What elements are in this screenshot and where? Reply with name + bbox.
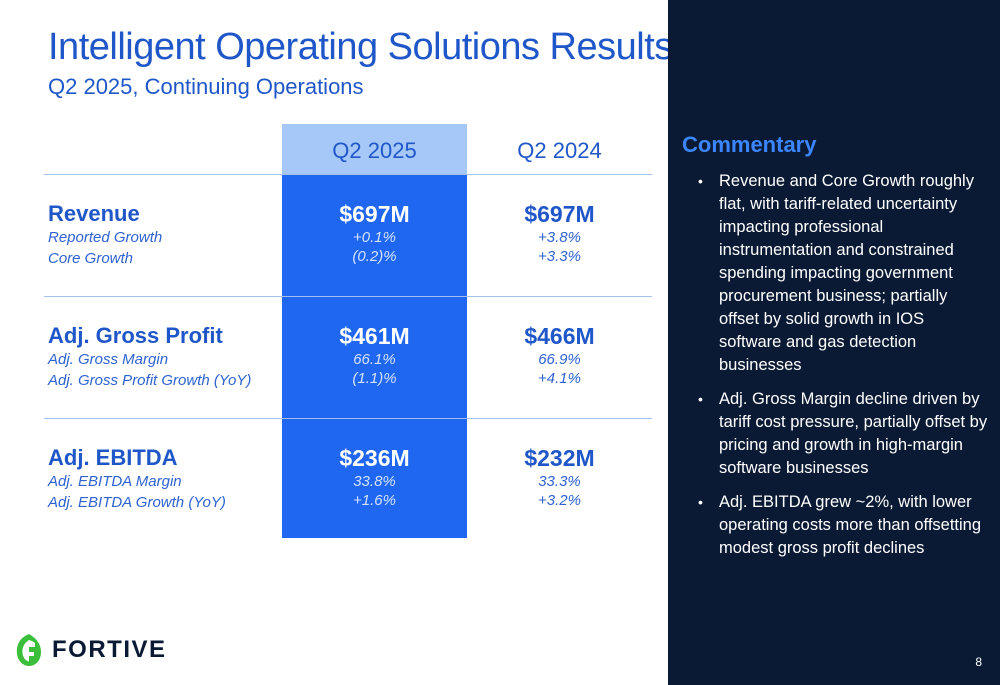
metric-subvalue: (1.1)% bbox=[352, 370, 397, 387]
cell-q2-2024: $232M 33.3% +3.2% bbox=[467, 445, 652, 510]
q2-2025-header-highlight bbox=[282, 124, 467, 174]
metric-subvalue: 33.3% bbox=[538, 473, 581, 490]
row-label: Adj. Gross Profit Adj. Gross Margin Adj.… bbox=[48, 323, 251, 391]
table-row-revenue: Revenue Reported Growth Core Growth $697… bbox=[0, 175, 652, 297]
table-row-adj-ebitda: Adj. EBITDA Adj. EBITDA Margin Adj. EBIT… bbox=[0, 419, 652, 541]
logo-wordmark: FORTIVE bbox=[52, 636, 167, 663]
metric-subvalue: +1.6% bbox=[353, 492, 396, 509]
bullet-icon: • bbox=[698, 391, 703, 407]
table-row-adj-gross-profit: Adj. Gross Profit Adj. Gross Margin Adj.… bbox=[0, 297, 652, 419]
commentary-title: Commentary bbox=[682, 132, 817, 157]
q2-2025-column-highlight bbox=[282, 124, 467, 538]
metric-sublabel: Adj. EBITDA Margin bbox=[48, 473, 182, 490]
column-header-q2-2024: Q2 2024 bbox=[517, 138, 602, 163]
commentary-list: • Revenue and Core Growth roughly flat, w… bbox=[698, 170, 988, 571]
cell-q2-2025: $697M +0.1% (0.2)% bbox=[282, 201, 467, 266]
metric-value: $466M bbox=[524, 323, 595, 349]
bullet-icon: • bbox=[698, 494, 703, 510]
page-title: Intelligent Operating Solutions Results bbox=[48, 26, 673, 68]
cell-q2-2024: $466M 66.9% +4.1% bbox=[467, 323, 652, 388]
bullet-text: Revenue and Core Growth roughly flat, wi… bbox=[719, 172, 974, 374]
commentary-panel: Commentary • Revenue and Core Growth roug… bbox=[668, 0, 1000, 685]
metric-sublabel: Adj. EBITDA Growth (YoY) bbox=[48, 494, 226, 511]
list-item: • Revenue and Core Growth roughly flat, w… bbox=[698, 170, 988, 377]
metric-name: Revenue bbox=[48, 201, 140, 226]
metric-subvalue: +3.3% bbox=[538, 248, 581, 265]
page-subtitle: Q2 2025, Continuing Operations bbox=[48, 74, 364, 99]
metric-subvalue: 66.9% bbox=[538, 351, 581, 368]
row-divider bbox=[44, 296, 652, 297]
metric-subvalue: +4.1% bbox=[538, 370, 581, 387]
results-table: Q2 2025 Q2 2024 Revenue Reported Growth … bbox=[0, 124, 652, 538]
list-item: • Adj. EBITDA grew ~2%, with lower operat… bbox=[698, 491, 988, 560]
metric-subvalue: +3.8% bbox=[538, 229, 581, 246]
metric-value: $697M bbox=[339, 201, 410, 227]
row-divider bbox=[44, 418, 652, 419]
metric-subvalue: 66.1% bbox=[353, 351, 396, 368]
bullet-text: Adj. EBITDA grew ~2%, with lower operati… bbox=[719, 493, 982, 557]
metric-sublabel: Core Growth bbox=[48, 250, 134, 267]
metric-sublabel: Adj. Gross Profit Growth (YoY) bbox=[48, 372, 252, 389]
metric-value: $232M bbox=[524, 445, 595, 471]
list-item: • Adj. Gross Margin decline driven by tar… bbox=[698, 388, 988, 480]
row-label: Adj. EBITDA Adj. EBITDA Margin Adj. EBIT… bbox=[48, 445, 226, 513]
metric-value: $461M bbox=[339, 323, 410, 349]
metric-value: $236M bbox=[339, 445, 410, 471]
cell-q2-2024: $697M +3.8% +3.3% bbox=[467, 201, 652, 266]
column-header-q2-2025: Q2 2025 bbox=[332, 138, 417, 163]
bullet-text: Adj. Gross Margin decline driven by tari… bbox=[719, 390, 988, 477]
metric-name: Adj. Gross Profit bbox=[48, 323, 223, 348]
bullet-icon: • bbox=[698, 173, 703, 189]
row-label: Revenue Reported Growth Core Growth bbox=[48, 201, 162, 269]
fortive-leaf-icon bbox=[16, 634, 41, 666]
row-divider bbox=[44, 174, 652, 175]
fortive-logo: FORTIVE bbox=[14, 632, 167, 668]
page-number: 8 bbox=[975, 655, 982, 669]
metric-subvalue: +3.2% bbox=[538, 492, 581, 509]
cell-q2-2025: $236M 33.8% +1.6% bbox=[282, 445, 467, 510]
metric-sublabel: Reported Growth bbox=[48, 229, 163, 246]
metric-subvalue: +0.1% bbox=[353, 229, 396, 246]
metric-value: $697M bbox=[524, 201, 595, 227]
metric-subvalue: (0.2)% bbox=[352, 248, 397, 265]
cell-q2-2025: $461M 66.1% (1.1)% bbox=[282, 323, 467, 388]
metric-sublabel: Adj. Gross Margin bbox=[48, 351, 169, 368]
metric-name: Adj. EBITDA bbox=[48, 445, 178, 470]
metric-subvalue: 33.8% bbox=[353, 473, 396, 490]
